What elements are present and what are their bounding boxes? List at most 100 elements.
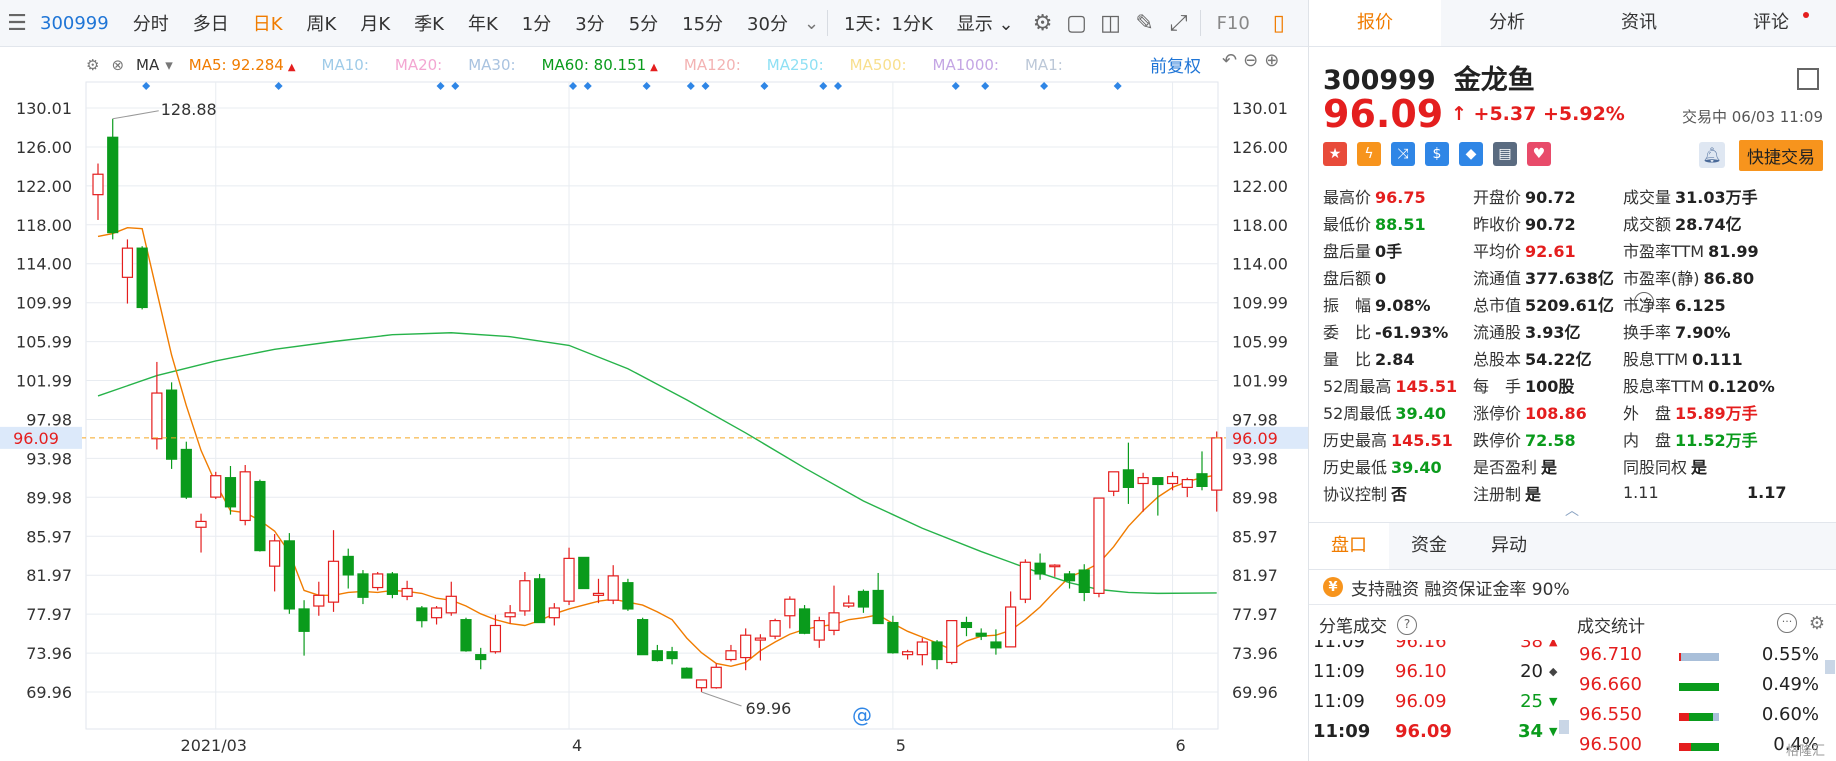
candlestick-chart[interactable]: 130.01 130.01 126.00 126.00 122.00 122.00 118.… <box>0 46 1308 761</box>
y-tick-label-right: 101.99 <box>1232 372 1288 391</box>
quote-row: 最高价 96.75 开盘价 90.72 成交量 31.03万手 <box>1323 182 1831 209</box>
period-day-k[interactable]: 日K <box>252 14 283 35</box>
tick-trades-list[interactable]: 11:09 96.16 38 ▲ 11:09 96.10 20 ◆ 11:09 96.09 25 ▼ 1… <box>1313 640 1563 761</box>
quote-label: 跌停价 <box>1473 430 1522 450</box>
panel-toggle-icon[interactable] <box>1797 68 1819 90</box>
fullscreen-icon[interactable]: ⤢ <box>1169 10 1188 36</box>
more-icon[interactable]: ··· <box>1634 292 1654 312</box>
period-1min[interactable]: 1分 <box>521 14 552 35</box>
ma-item[interactable]: MA5: 92.284 ▲ <box>188 56 296 74</box>
quote-cell: 跌停价 72.58 <box>1473 427 1576 451</box>
ma-item[interactable]: MA500: <box>849 56 907 74</box>
camera-icon[interactable]: ◫ <box>1100 10 1121 36</box>
quote-value: 28.74亿 <box>1675 214 1742 234</box>
tab-analysis[interactable]: 分析 <box>1489 12 1525 33</box>
stat-bar <box>1679 653 1719 661</box>
ma-item[interactable]: MA1: <box>1024 56 1063 74</box>
lightning-icon[interactable]: ϟ <box>1357 142 1381 166</box>
settings-icon[interactable]: ⚙ <box>1032 10 1053 36</box>
quote-label: 市盈率(静) <box>1623 268 1700 288</box>
tab-comments[interactable]: 评论 <box>1705 0 1836 46</box>
tab-funds[interactable]: 资金 <box>1411 535 1447 556</box>
help-icon[interactable]: ? <box>1397 614 1417 635</box>
quick-trade-button[interactable]: 快捷交易 <box>1739 140 1823 171</box>
zoom-in-icon[interactable]: ⊕ <box>1264 50 1280 71</box>
undo-icon[interactable]: ↶ <box>1222 50 1238 71</box>
trade-stats-list[interactable]: 96.710 0.55% 96.660 0.49% 96.550 0.60% 96.500 0… <box>1579 640 1829 761</box>
period-30min[interactable]: 30分 <box>747 14 788 35</box>
tab-order-book[interactable]: 盘口 <box>1309 523 1389 569</box>
heart-icon[interactable]: ♥ <box>1527 142 1551 166</box>
tab-comments-label: 评论 <box>1753 12 1789 33</box>
tab-movement[interactable]: 异动 <box>1491 535 1527 556</box>
ma-item[interactable]: MA20: <box>394 56 443 74</box>
shuffle-icon[interactable]: ⤨ <box>1391 142 1415 166</box>
zoom-out-icon[interactable]: ⊖ <box>1243 50 1259 71</box>
period-duori[interactable]: 多日 <box>192 14 229 35</box>
quote-value: 72.58 <box>1525 430 1576 450</box>
stat-percent: 0.49% <box>1761 674 1819 695</box>
document-icon[interactable]: ▤ <box>1493 142 1517 166</box>
ma-item[interactable]: MA60: 80.151 ▲ <box>541 56 658 74</box>
period-15min[interactable]: 15分 <box>682 14 724 35</box>
quote-cell: 总股本 54.22亿 <box>1473 346 1592 370</box>
quote-label: 平均价 <box>1473 241 1522 261</box>
chevron-down-icon[interactable]: ▾ <box>165 56 173 74</box>
ma-type-select[interactable]: MA <box>136 56 160 74</box>
quote-cell: 流通值 377.638亿 <box>1473 265 1614 289</box>
ma-item[interactable]: MA10: <box>321 56 369 74</box>
tab-quote[interactable]: 报价 <box>1309 0 1441 46</box>
candle-body <box>283 540 295 610</box>
tick-row: 11:09 96.16 38 ▲ <box>1313 640 1563 656</box>
quote-value: 否 <box>1391 484 1408 504</box>
period-5min[interactable]: 5分 <box>628 14 659 35</box>
period-quarter-k[interactable]: 季K <box>414 14 444 35</box>
period-month-k[interactable]: 月K <box>360 14 391 35</box>
scrollbar[interactable] <box>1559 720 1569 734</box>
settings-icon[interactable]: ⚙ <box>1808 613 1825 634</box>
period-3min[interactable]: 3分 <box>575 14 605 35</box>
pen-icon[interactable]: ✎ <box>1135 10 1154 36</box>
max-leader-line <box>112 110 159 120</box>
china-flag-icon[interactable]: ★ <box>1323 142 1347 166</box>
dollar-icon[interactable]: $ <box>1425 142 1449 166</box>
quote-label: 52周最低 <box>1323 403 1392 423</box>
period-fenshi[interactable]: 分时 <box>132 14 169 35</box>
more-icon[interactable]: ··· <box>1777 613 1797 633</box>
y-tick-label-left: 97.98 <box>26 410 72 429</box>
ma-item[interactable]: MA1000: <box>932 56 999 74</box>
quote-label: 最低价 <box>1323 214 1372 234</box>
tag-icon[interactable]: ◆ <box>1459 142 1483 166</box>
y-tick-label-right: 69.96 <box>1232 683 1278 702</box>
min-leader-line <box>701 691 742 707</box>
quote-cell: 每 手 100股 <box>1473 373 1574 397</box>
adjust-select[interactable]: 前复权 <box>1150 57 1201 77</box>
menu-icon[interactable]: ☰ <box>7 10 27 36</box>
candle-body <box>931 641 943 661</box>
stock-header: 300999 金龙鱼 <box>1323 58 1553 97</box>
quote-panel: 报价 分析 资讯 评论 300999 金龙鱼 96.09 ↑ +5.37 +5.9… <box>1308 0 1836 761</box>
close-icon[interactable]: ⊗ <box>111 56 125 74</box>
quote-cell: 协议控制否 <box>1323 481 1407 505</box>
display-menu[interactable]: 显示 ⌄ <box>956 14 1014 35</box>
ma60-line <box>97 332 1217 595</box>
chevron-up-icon[interactable]: ︿ <box>1565 503 1579 519</box>
settings-icon[interactable]: ⚙ <box>86 56 100 74</box>
ma-item[interactable]: MA120: <box>683 56 741 74</box>
period-week-k[interactable]: 周K <box>306 14 337 35</box>
stock-code-tab[interactable]: 300999 <box>40 12 109 34</box>
bell-icon[interactable]: 🔔︎ <box>1699 142 1725 168</box>
scrollbar[interactable] <box>1825 660 1835 674</box>
f10-button[interactable]: F10 <box>1216 12 1250 34</box>
ma-item[interactable]: MA250: <box>766 56 824 74</box>
stat-bar-segment <box>1691 743 1719 751</box>
range-select[interactable]: 1天：1分K <box>844 14 933 35</box>
ma-item[interactable]: MA30: <box>468 56 516 74</box>
candle-body <box>1211 437 1223 491</box>
panel-icon[interactable]: ▯ <box>1272 10 1285 36</box>
tab-news[interactable]: 资讯 <box>1621 12 1657 33</box>
event-at-icon[interactable]: @ <box>852 703 872 727</box>
chevron-down-icon[interactable]: ⌄ <box>803 12 820 34</box>
rectangle-icon[interactable]: ▢ <box>1066 10 1087 36</box>
period-year-k[interactable]: 年K <box>467 14 498 35</box>
